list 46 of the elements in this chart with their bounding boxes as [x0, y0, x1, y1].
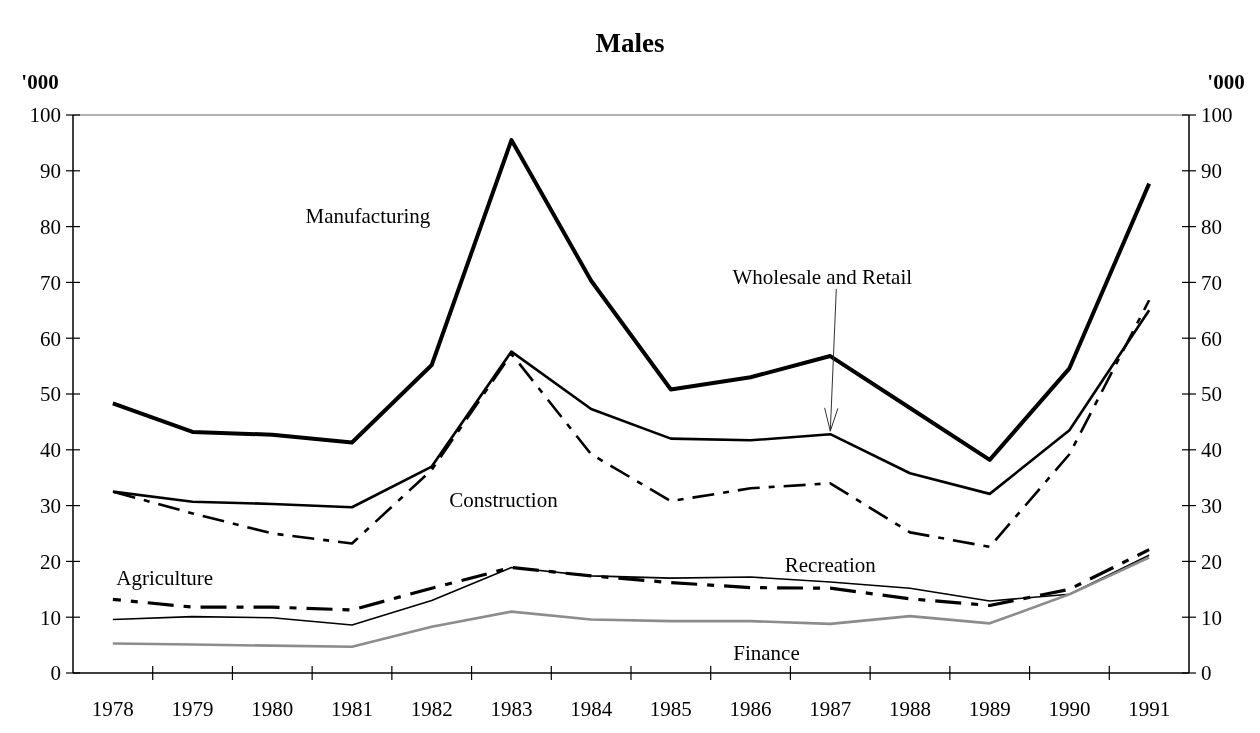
x-tick-label: 1990: [1048, 697, 1091, 721]
series-label: Recreation: [784, 552, 877, 577]
y2-tick-label: 10: [1201, 605, 1222, 630]
x-tick-label: 1991: [1128, 697, 1171, 721]
x-tick-label: 1980: [251, 697, 294, 721]
x-tick-label: 1986: [729, 697, 772, 721]
y-tick-label: 70: [40, 270, 61, 295]
y2-tick-label: 100: [1201, 103, 1233, 128]
x-tick-label: 1981: [331, 697, 373, 721]
y2-tick-label: 30: [1201, 493, 1222, 518]
x-tick-label: 1978: [91, 697, 134, 721]
y2-tick-label: 90: [1201, 159, 1222, 184]
y-tick-label: 40: [40, 438, 61, 463]
y-tick-label: 20: [40, 549, 61, 574]
y-tick-label: 60: [40, 326, 61, 351]
y-tick-label: 50: [40, 382, 61, 407]
x-tick-label: 1984: [570, 697, 613, 721]
series-label: Finance: [733, 641, 800, 666]
y-axis-title: '000: [21, 70, 59, 94]
x-tick-label: 1982: [410, 697, 453, 721]
y-tick-label: 0: [50, 661, 61, 686]
text: Wholesale and Retail: [732, 265, 913, 290]
y-tick-label: 100: [29, 103, 61, 128]
x-tick-label: 1987: [809, 697, 852, 721]
y-tick-label: 30: [40, 493, 61, 518]
series-label: Construction: [449, 488, 559, 513]
y-tick-label: 90: [40, 159, 61, 184]
y2-tick-label: 70: [1201, 270, 1222, 295]
y2-tick-label: 50: [1201, 382, 1222, 407]
y-tick-label: 80: [40, 214, 61, 239]
x-tick-label: 1989: [968, 697, 1011, 721]
y2-tick-label: 20: [1201, 549, 1222, 574]
y2-axis-title: '000: [1207, 70, 1245, 94]
y-tick-label: 10: [40, 605, 61, 630]
chart-title: Males: [595, 28, 665, 58]
y2-tick-label: 60: [1201, 326, 1222, 351]
y2-tick-label: 0: [1201, 661, 1212, 686]
text: Manufacturing: [305, 203, 431, 228]
x-tick-label: 1983: [490, 697, 533, 721]
x-tick-label: 1988: [889, 697, 931, 721]
series-label: Agriculture: [116, 566, 214, 591]
y2-tick-label: 80: [1201, 214, 1222, 239]
y2-tick-label: 40: [1201, 438, 1222, 463]
line-series: [110, 138, 1152, 462]
x-tick-label: 1985: [649, 697, 692, 721]
x-tick-label: 1979: [171, 697, 214, 721]
